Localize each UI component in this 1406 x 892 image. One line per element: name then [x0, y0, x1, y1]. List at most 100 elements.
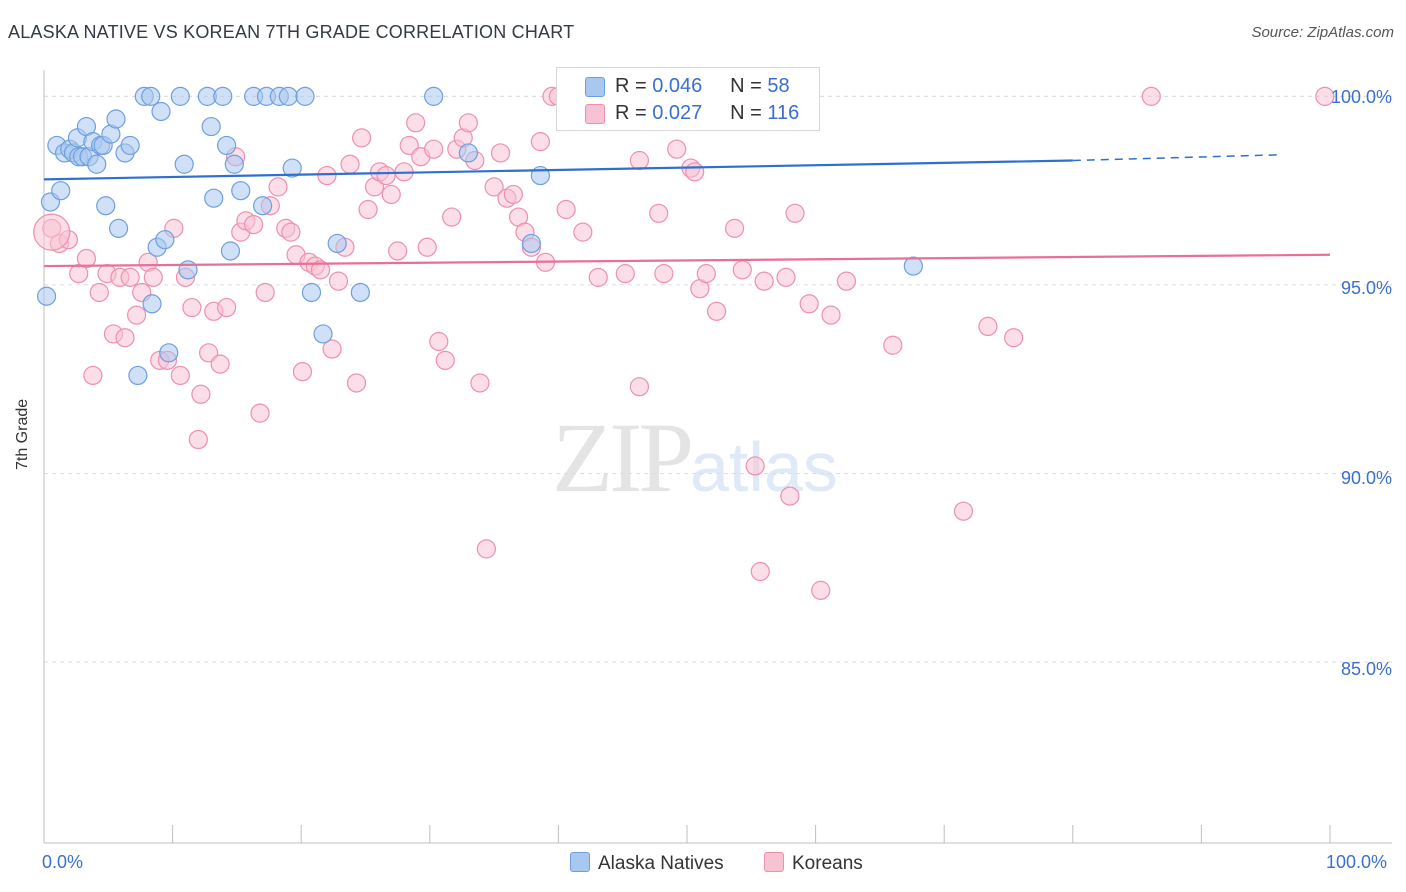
korean-point	[556, 199, 576, 220]
korean-point	[1141, 86, 1161, 106]
korean-point	[429, 331, 449, 352]
korean-point	[115, 328, 135, 348]
alaska-point	[151, 101, 171, 122]
alaska-point	[178, 260, 198, 280]
korean-point	[476, 539, 496, 559]
legend-r-label: R =	[615, 102, 647, 124]
korean-point	[629, 150, 650, 171]
watermark-zip: ZIP	[552, 402, 694, 513]
korean-point	[170, 365, 190, 386]
korean-point	[442, 207, 462, 227]
alaska-point	[204, 188, 224, 208]
korean-point	[1004, 328, 1024, 348]
korean-point	[250, 403, 270, 423]
korean-point	[724, 218, 745, 238]
korean-point	[210, 354, 230, 374]
korean-point	[484, 177, 504, 197]
korean-point	[615, 264, 635, 284]
legend-n-label: N =	[730, 75, 762, 97]
alaska-point	[155, 230, 175, 250]
x-tick-label-max: 100.0%	[1326, 852, 1388, 872]
legend-row-alaska: R = 0.046 N = 58	[615, 75, 790, 98]
korean-point	[399, 135, 419, 156]
korean-point	[424, 139, 444, 159]
alaska-point	[295, 86, 315, 106]
korean-point	[352, 128, 372, 148]
korean-point	[255, 282, 275, 303]
korean-point	[573, 222, 593, 242]
korean-point	[217, 297, 237, 318]
legend-n-label: N =	[730, 102, 762, 124]
y-tick-label-95: 95.0%	[1340, 278, 1392, 298]
x-tick-label-min: 0.0%	[42, 852, 84, 872]
korean-point	[780, 486, 800, 506]
bottom-legend-alaska: Alaska Natives	[570, 852, 724, 875]
alaska-point	[301, 282, 322, 303]
korean-point	[317, 165, 337, 186]
alaska-point	[128, 365, 148, 386]
korean-point	[76, 248, 97, 269]
bottom-legend-label-alaska: Alaska Natives	[598, 853, 724, 874]
korean-point	[376, 165, 396, 186]
korean-point	[750, 561, 770, 582]
korean-point	[358, 199, 378, 220]
alaska-point	[521, 233, 541, 254]
legend-n-value: 116	[767, 102, 800, 124]
watermark: ZIPatlas	[552, 400, 838, 515]
alaska-point	[87, 154, 107, 174]
korean-point	[292, 362, 313, 382]
legend-r-value: 0.046	[652, 75, 703, 97]
korean-point	[588, 267, 608, 287]
legend-r-label: R =	[615, 75, 647, 97]
korean-point	[953, 501, 974, 521]
korean-point	[268, 177, 288, 197]
korean-point	[821, 305, 841, 325]
alaska-point	[141, 86, 161, 106]
korean-point	[629, 377, 650, 397]
korean-point	[754, 271, 774, 291]
chart-title: ALASKA NATIVE VS KOREAN 7TH GRADE CORREL…	[8, 22, 575, 42]
korean-point	[799, 294, 819, 314]
korean-trend-line	[43, 253, 1331, 268]
korean-point	[33, 213, 71, 251]
korean-point	[745, 456, 765, 476]
stats-legend: R = 0.046 N = 58 R = 0.027 N = 116	[556, 67, 820, 131]
alaska-point	[170, 86, 190, 106]
alaska-trend-extension	[1072, 154, 1279, 162]
korean-point	[126, 305, 147, 325]
alaska-point	[106, 109, 126, 129]
korean-point	[188, 429, 208, 450]
korean-point	[199, 343, 219, 363]
korean-point	[530, 132, 550, 152]
korean-point	[654, 264, 674, 284]
korean-point	[776, 267, 796, 287]
legend-n-value: 58	[767, 75, 790, 97]
alaska-point	[108, 218, 129, 238]
bottom-legend-korean: Koreans	[764, 852, 863, 875]
korean-point	[1315, 86, 1335, 106]
legend-row-korean: R = 0.027 N = 116	[615, 102, 799, 125]
alaska-point	[278, 86, 298, 106]
alaska-point	[201, 116, 221, 137]
korean-point	[143, 267, 163, 287]
alaska-point	[96, 196, 116, 216]
alaska-point	[159, 343, 179, 363]
korean-point	[978, 316, 998, 337]
alaska-point	[174, 154, 194, 174]
korean-point	[381, 184, 401, 205]
y-tick-label-85: 85.0%	[1340, 659, 1392, 679]
alaska-point	[224, 154, 244, 174]
korean-point	[883, 335, 903, 355]
korean-point	[667, 139, 687, 159]
korean-point	[458, 113, 478, 133]
korean-point	[696, 264, 716, 284]
alaska-point	[120, 135, 140, 156]
korean-point	[346, 373, 367, 393]
korean-point	[406, 113, 426, 133]
korean-point	[120, 267, 140, 287]
korean-point	[244, 215, 264, 235]
alaska-point	[350, 282, 370, 303]
alaska-point	[458, 143, 478, 163]
bottom-legend-swatch-alaska	[570, 852, 590, 872]
korean-point	[490, 143, 511, 163]
